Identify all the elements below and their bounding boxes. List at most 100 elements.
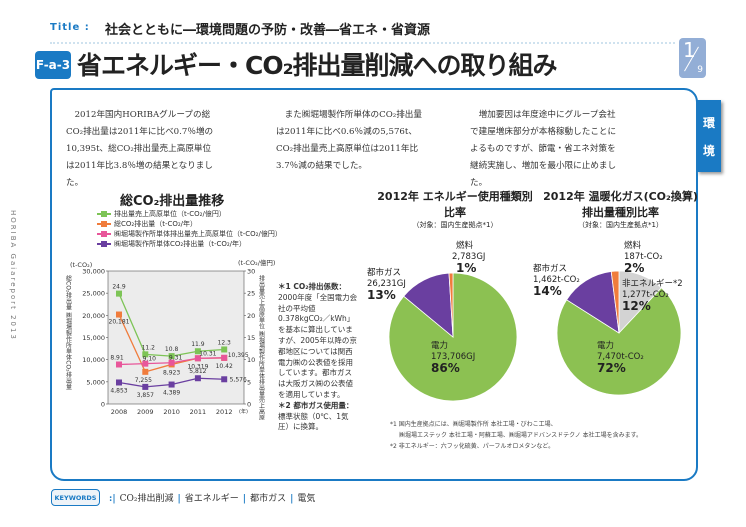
category-tab-environment[interactable]: 環境	[697, 100, 721, 172]
left-axis-unit: (t-CO₂)	[70, 261, 92, 269]
pie1-header: 2012年 エネルギー使用種類別比率 （対象：国内生産拠点*1）	[375, 188, 535, 230]
pie1-label-fuel: 燃料 2,783GJ 1%	[452, 241, 486, 275]
pie2-header: 2012年 温暖化ガス(CO₂換算) 排出量種別比率 （対象：国内生産拠点*1）	[538, 188, 703, 230]
data-point	[116, 311, 122, 318]
pie-slice	[566, 271, 620, 334]
legend-item: ㈱堀場製作所単体排出量売上高原単位（t-CO₂/億円）	[97, 229, 282, 239]
pie2-label-nonenergy: 非エネルギー*2 1,277t-CO₂ 12%	[622, 279, 683, 313]
data-label: 10,319	[187, 363, 208, 370]
data-label: 8,923	[163, 369, 180, 376]
chart-legend: 排出量売上高原単位（t-CO₂/億円） 総CO₂排出量（t-CO₂/年） ㈱堀場…	[97, 209, 282, 249]
pie2-label-fuel: 燃料 187t-CO₂ 2%	[624, 241, 663, 275]
page-title: 省エネルギー・CO₂排出量削減への取り組み	[77, 51, 558, 80]
legend-item: 総CO₂排出量（t-CO₂/年）	[97, 219, 282, 229]
data-point	[142, 360, 149, 367]
pie1-title: 2012年 エネルギー使用種類別比率	[377, 190, 533, 219]
paragraph-2: また㈱堀場製作所単体のCO₂排出量は2011年に比べ0.6％減の5,576t、C…	[276, 110, 422, 171]
right-tick-label: 25	[247, 290, 255, 298]
paragraph-1: 2012年国内HORIBAグループの総CO₂排出量は2011年に比べ0.7％増の…	[66, 110, 214, 188]
left-tick-label: 5,000	[86, 378, 105, 386]
data-label: 9.31	[169, 355, 183, 362]
report-name-vertical: HORIBA Gaiareport 2013	[9, 210, 17, 341]
footnotes: *1 国内生産拠点には、㈱堀場製作所 本社工場・びわこ工場、 ㈱堀場エステック 本…	[390, 421, 643, 450]
page-number: 1	[683, 38, 696, 62]
data-point	[221, 376, 228, 383]
data-label: 3,857	[137, 392, 154, 399]
data-label: 10.31	[199, 350, 216, 357]
section-subtitle: 社会とともに―環境問題の予防・改善―省エネ・省資源	[105, 23, 431, 38]
x-axis-unit: (年)	[239, 408, 248, 415]
pie-slice	[610, 270, 620, 334]
data-point	[168, 359, 175, 366]
keyword[interactable]: 都市ガス	[250, 494, 287, 504]
data-point	[116, 379, 122, 386]
note1-body: 2000年度「全国電力会社の平均値0.378kgCO₂／kWh」を基本に算出して…	[278, 292, 358, 399]
right-axis-unit: (t-CO₂/億円)	[238, 258, 275, 267]
x-tick-label: 2012	[216, 408, 233, 416]
data-point	[142, 351, 149, 358]
data-label: 4,389	[163, 390, 180, 397]
data-point	[142, 383, 149, 390]
right-tick-label: 0	[247, 401, 251, 409]
data-label: 11.2	[142, 344, 156, 351]
data-point	[221, 354, 228, 361]
content-panel	[50, 88, 698, 481]
divider	[50, 42, 675, 44]
pie2-title: 2012年 温暖化ガス(CO₂換算)	[543, 190, 698, 203]
data-point	[194, 355, 201, 362]
pie1-label-gas: 都市ガス 26,231GJ 13%	[367, 268, 406, 302]
legend-label: ㈱堀場製作所単体排出量売上高原単位（t-CO₂/億円）	[114, 230, 282, 238]
keyword[interactable]: 省エネルギー	[184, 494, 239, 504]
data-label: 11.9	[191, 341, 205, 348]
data-label: 20,181	[109, 319, 130, 326]
data-label: 5,812	[189, 368, 206, 375]
data-point	[116, 290, 122, 297]
pie-slice	[448, 272, 454, 338]
legend-label: 総CO₂排出量（t-CO₂/年）	[114, 220, 198, 228]
data-label: 10.42	[216, 363, 233, 370]
data-label: 5,576	[230, 376, 247, 383]
pie2-label-electric: 電力 7,470t-CO₂ 72%	[597, 341, 644, 375]
pie2-label-gas: 都市ガス 1,462t-CO₂ 14%	[533, 264, 580, 298]
pie-slice	[556, 287, 682, 396]
data-point	[142, 368, 149, 375]
keyword[interactable]: 電気	[297, 494, 316, 504]
x-tick-label: 2009	[137, 408, 154, 416]
keywords-list: :| CO₂排出削減 | 省エネルギー | 都市ガス | 電気	[109, 494, 316, 504]
data-point	[194, 375, 201, 382]
left-tick-label: 25,000	[82, 290, 105, 298]
left-tick-label: 20,000	[82, 312, 105, 320]
right-tick-label: 5	[247, 378, 251, 386]
data-label: 10.8	[165, 346, 179, 353]
left-axis-label: 総CO₂排出量 ㈱堀場製作所単体CO₂排出量	[65, 274, 72, 391]
right-tick-label: 15	[247, 334, 255, 342]
left-tick-label: 10,000	[82, 356, 105, 364]
page-total: 9	[697, 65, 703, 75]
left-tick-label: 15,000	[82, 334, 105, 342]
right-axis-label: 排出量売上高原単位 ㈱堀場製作所単体排出量売上高原単位	[258, 274, 265, 420]
pie-chart-ghg	[556, 270, 682, 396]
line-chart-title: 総CO₂排出量推移	[120, 194, 225, 209]
data-label: 7,255	[135, 377, 152, 384]
title-label: Title :	[50, 22, 90, 33]
data-label: 24.9	[112, 284, 126, 291]
data-point	[221, 346, 228, 353]
tab-char: 境	[702, 143, 715, 158]
tab-char: 環	[702, 115, 715, 130]
data-label: 9.10	[143, 356, 157, 363]
data-label: 4,853	[110, 387, 127, 394]
legend-label: ㈱堀場製作所単体CO₂排出量（t-CO₂/年）	[114, 240, 247, 248]
section-code-badge: F-a-3	[35, 51, 71, 79]
note1-title: ＊1 CO₂排出係数：	[278, 282, 346, 291]
legend-item: ㈱堀場製作所単体CO₂排出量（t-CO₂/年）	[97, 239, 282, 249]
pie2-subtitle: （対象：国内生産拠点*1）	[578, 221, 663, 229]
keywords-label: KEYWORDS	[51, 489, 100, 506]
right-tick-label: 10	[247, 356, 255, 364]
data-label: 10,395	[228, 352, 249, 359]
data-point	[116, 361, 122, 368]
left-tick-label: 0	[101, 401, 105, 409]
data-label: 8.91	[110, 354, 124, 361]
right-tick-label: 20	[247, 312, 255, 320]
keyword[interactable]: CO₂排出削減	[119, 494, 174, 504]
data-point	[194, 348, 201, 355]
